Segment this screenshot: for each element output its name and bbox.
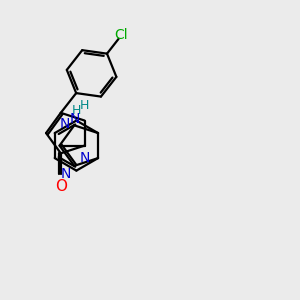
Text: N: N — [61, 167, 71, 181]
Text: Cl: Cl — [115, 28, 128, 42]
Text: N: N — [60, 117, 70, 131]
Text: O: O — [56, 178, 68, 194]
Text: H: H — [79, 99, 89, 112]
Text: N: N — [70, 112, 80, 126]
Text: N: N — [80, 151, 90, 165]
Text: H: H — [72, 104, 81, 117]
